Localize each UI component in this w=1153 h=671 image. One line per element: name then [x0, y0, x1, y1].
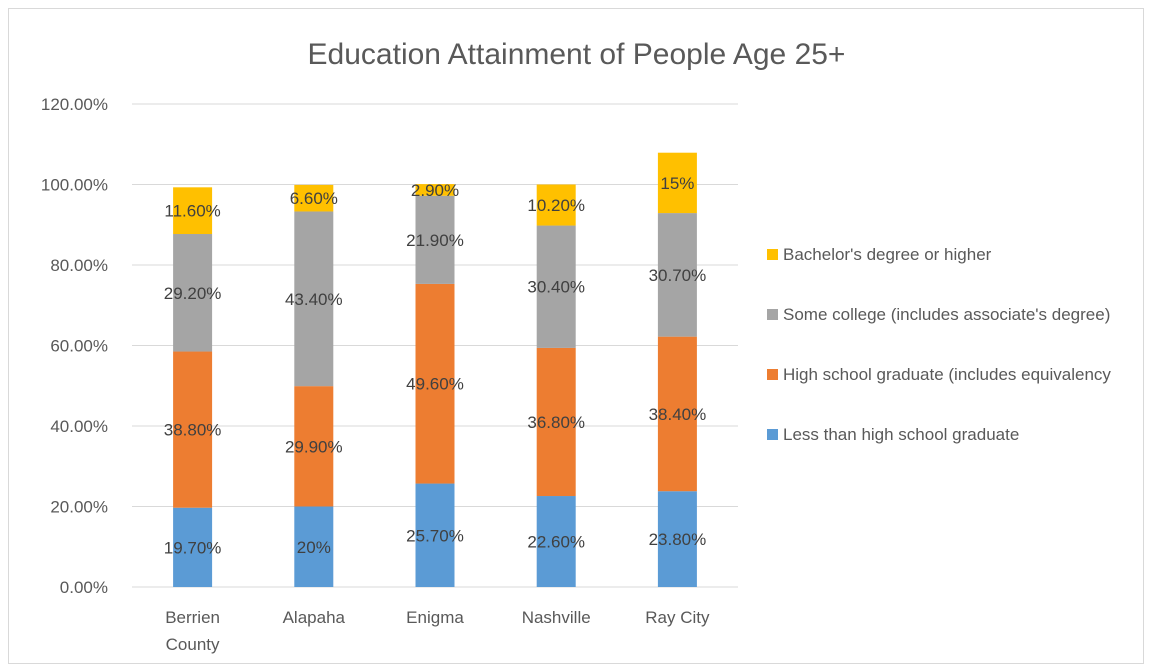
data-label: 21.90%	[406, 231, 464, 250]
bar-segment	[657, 213, 697, 337]
bar-segment	[657, 491, 697, 587]
y-tick-label: 0.00%	[60, 578, 108, 597]
bar-segment	[536, 496, 576, 587]
legend-label: Some college (includes associate's degre…	[783, 305, 1110, 324]
data-label: 10.20%	[527, 196, 585, 215]
x-category-label: Alapaha	[283, 608, 346, 627]
bar-segment	[415, 184, 455, 196]
bar-segment	[536, 225, 576, 348]
data-label: 6.60%	[290, 189, 338, 208]
bar-segment	[536, 347, 576, 497]
x-category-label: Nashville	[522, 608, 591, 627]
data-label: 20%	[297, 538, 331, 557]
data-label: 29.90%	[285, 437, 343, 456]
bar-segment	[173, 234, 213, 352]
bar-segment	[415, 483, 455, 587]
bar-segment	[657, 152, 697, 214]
data-label: 15%	[660, 174, 694, 193]
legend-label: Bachelor's degree or higher	[783, 245, 992, 264]
chart-title: Education Attainment of People Age 25+	[307, 38, 846, 71]
bar-segment	[173, 351, 213, 508]
legend-swatch	[767, 249, 778, 260]
y-tick-label: 80.00%	[50, 256, 108, 275]
y-tick-label: 60.00%	[50, 337, 108, 356]
data-label: 30.70%	[649, 266, 707, 285]
bar-segment	[173, 187, 213, 235]
data-label: 22.60%	[527, 533, 585, 552]
data-label: 38.80%	[164, 421, 222, 440]
legend-swatch	[767, 429, 778, 440]
x-category-label: Enigma	[406, 608, 464, 627]
x-category-label: Berrien	[165, 608, 220, 627]
y-tick-label: 100.00%	[41, 176, 108, 195]
y-tick-label: 120.00%	[41, 95, 108, 114]
bar-segment	[415, 283, 455, 484]
y-tick-label: 20.00%	[50, 498, 108, 517]
data-label: 49.60%	[406, 375, 464, 394]
data-label: 36.80%	[527, 413, 585, 432]
y-tick-label: 40.00%	[50, 417, 108, 436]
data-label: 23.80%	[649, 530, 707, 549]
bar-segment	[294, 386, 334, 507]
legend-label: Less than high school graduate	[783, 425, 1019, 444]
bar-segment	[657, 336, 697, 492]
data-label: 2.90%	[411, 181, 459, 200]
legend-label: High school graduate (includes equivalen…	[783, 365, 1111, 384]
data-label: 25.70%	[406, 526, 464, 545]
data-label: 19.70%	[164, 538, 222, 557]
data-label: 38.40%	[649, 405, 707, 424]
x-category-label: Ray City	[645, 608, 710, 627]
bar-segment	[536, 184, 576, 226]
data-label: 29.20%	[164, 284, 222, 303]
data-label: 11.60%	[164, 202, 220, 221]
legend-swatch	[767, 369, 778, 380]
bar-segment	[173, 507, 213, 587]
data-label: 43.40%	[285, 290, 343, 309]
bar-segment	[294, 506, 334, 587]
legend-swatch	[767, 309, 778, 320]
data-label: 30.40%	[527, 278, 585, 297]
bar-segment	[294, 211, 334, 387]
x-category-label: County	[166, 635, 220, 654]
bar-segment	[294, 184, 334, 212]
bar-segment	[415, 195, 455, 284]
